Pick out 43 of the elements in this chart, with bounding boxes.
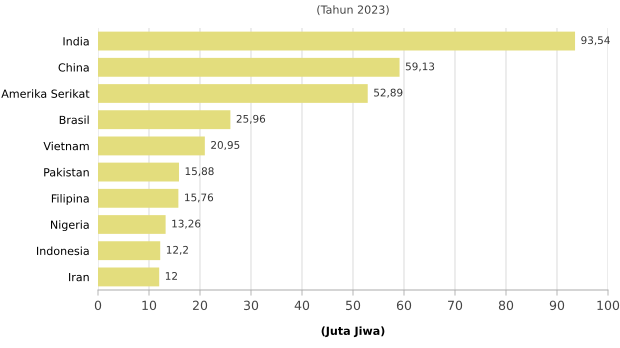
x-tick-label: 60: [396, 300, 412, 310]
y-tick-label: Amerika Serikat: [1, 89, 90, 98]
bar: [98, 84, 368, 103]
x-tick-label: 40: [294, 300, 310, 310]
data-label: 12,2: [166, 246, 188, 255]
x-tick-label: 20: [192, 300, 208, 310]
bar: [98, 267, 160, 286]
y-tick-label: Pakistan: [44, 168, 89, 176]
x-tick-label: 70: [448, 300, 462, 310]
y-tick-label: Vietnam: [43, 142, 89, 150]
bar: [98, 215, 166, 234]
data-label: 52,89: [374, 88, 402, 98]
y-tick-label: Brasil: [60, 115, 89, 124]
bar: [98, 136, 205, 156]
data-label: 59,13: [406, 62, 434, 72]
x-tick-label: 100: [597, 300, 620, 310]
y-tick-label: India: [63, 36, 89, 46]
bar: [98, 58, 400, 77]
data-label: 20,95: [211, 141, 240, 150]
data-label: 15,76: [185, 193, 214, 202]
x-tick-label: 30: [244, 300, 258, 310]
data-label: 12: [166, 272, 177, 280]
y-tick-label: Nigeria: [51, 220, 89, 232]
x-tick-label: 50: [346, 300, 360, 310]
data-label: 93,54: [581, 36, 610, 46]
y-tick-label: Iran: [69, 273, 89, 282]
y-tick-label: Filipina: [52, 194, 89, 205]
x-axis-title: (Juta Jiwa): [322, 326, 384, 338]
bar: [98, 162, 179, 182]
x-tick-label: 80: [498, 300, 514, 310]
x-tick-label: 0: [94, 300, 102, 310]
bar: [98, 32, 576, 51]
bar: [98, 188, 178, 208]
data-label: 25,96: [236, 114, 266, 124]
x-tick-label: 10: [142, 300, 156, 310]
data-label: 15,88: [186, 167, 214, 176]
bar: [98, 241, 160, 260]
y-tick-label: Indonesia: [37, 246, 89, 256]
chart-subtitle: (Tahun 2023): [317, 5, 389, 16]
y-tick-label: China: [58, 63, 89, 72]
data-label: 13,26: [172, 220, 200, 229]
x-tick-label: 90: [550, 300, 564, 310]
bar: [98, 110, 230, 130]
